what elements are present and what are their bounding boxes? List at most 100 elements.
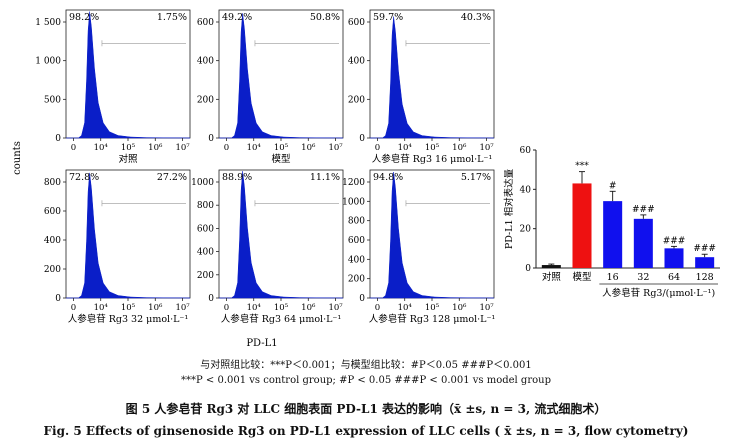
y-tick-label: 400 (348, 255, 365, 265)
y-tick-label: 0 (208, 134, 214, 144)
significance-mark-6: ### (693, 244, 716, 254)
right-gate-percent-2: 50.8% (310, 12, 340, 23)
x-tick-label: 10⁶ (301, 143, 316, 153)
x-tick-label: 10⁶ (148, 143, 163, 153)
x-tick-label: 10⁷ (328, 143, 343, 153)
x-tick-label: 10⁵ (425, 143, 440, 153)
x-tick-label: 10⁵ (274, 143, 289, 153)
histogram-curve-2 (219, 13, 343, 138)
sample-label-3: 人参皂苷 Rg3 16 μmol·L⁻¹ (372, 153, 493, 165)
y-tick-label: 400 (348, 57, 365, 67)
x-tick-label: 10⁴ (398, 143, 413, 153)
left-gate-percent-1: 98.2% (69, 12, 99, 23)
y-tick-label: 600 (348, 18, 365, 28)
bar-5 (664, 248, 683, 268)
figure-title-cn: 图 5 人参皂苷 Rg3 对 LLC 细胞表面 PD-L1 表达的影响（x̄ ±… (0, 400, 732, 417)
y-tick-label: 0 (208, 294, 214, 304)
x-tick-label: 10⁴ (94, 303, 109, 313)
right-gate-percent-4: 27.2% (157, 172, 187, 183)
histogram-curve-4 (66, 173, 190, 298)
bar-1 (542, 265, 561, 268)
significance-mark-5: ### (663, 236, 686, 246)
figure-title-en: Fig. 5 Effects of ginsenoside Rg3 on PD-… (0, 424, 732, 438)
x-tick-label: 0 (224, 303, 229, 313)
bar-y-tick-label: 60 (520, 146, 532, 156)
sample-label-2: 模型 (271, 153, 291, 165)
left-gate-percent-2: 49.2% (222, 12, 252, 23)
bar-y-tick-label: 0 (525, 264, 531, 274)
bar-y-axis-label: PD-L1 相对表达量 (503, 168, 515, 249)
x-tick-label: 10⁶ (452, 303, 467, 313)
y-tick-label: 200 (197, 271, 214, 281)
sample-label-4: 人参皂苷 Rg3 32 μmol·L⁻¹ (68, 313, 189, 325)
x-tick-label: 0 (71, 143, 76, 153)
bar-category-label: 32 (637, 272, 649, 283)
bar-3 (603, 201, 622, 268)
histogram-curve-3 (370, 17, 494, 138)
x-tick-label: 10⁵ (274, 303, 289, 313)
x-tick-label: 0 (375, 303, 380, 313)
x-tick-label: 10⁶ (452, 143, 467, 153)
sample-label-1: 对照 (118, 153, 138, 165)
y-tick-label: 400 (197, 248, 214, 258)
y-tick-label: 0 (359, 294, 365, 304)
y-tick-label: 600 (197, 18, 214, 28)
y-tick-label: 1200 (342, 178, 365, 188)
x-tick-label: 10⁶ (301, 303, 316, 313)
left-gate-percent-4: 72.8% (69, 172, 99, 183)
y-tick-label: 800 (348, 217, 365, 227)
x-tick-label: 10⁴ (94, 143, 109, 153)
caption-significance-note-en: ***P < 0.001 vs control group; #P < 0.05… (0, 375, 732, 386)
significance-mark-4: ### (632, 205, 655, 215)
bar-category-label: 128 (696, 272, 714, 283)
bar-6 (695, 257, 714, 268)
x-tick-label: 10⁷ (175, 303, 190, 313)
x-tick-label: 10⁶ (148, 303, 163, 313)
y-tick-label: 1 500 (35, 18, 61, 28)
significance-mark-3: # (609, 181, 617, 191)
left-gate-percent-6: 94.8% (373, 172, 403, 183)
bar-4 (634, 219, 653, 268)
y-tick-label: 200 (348, 95, 365, 105)
x-tick-label: 10⁴ (247, 303, 262, 313)
x-tick-label: 0 (71, 303, 76, 313)
y-tick-label: 400 (197, 57, 214, 67)
y-tick-label: 800 (197, 201, 214, 211)
bar-x-axis-label: 人参皂苷 Rg3/(μmol·L⁻¹) (602, 287, 715, 299)
y-tick-label: 0 (359, 134, 365, 144)
x-tick-label: 10⁴ (247, 143, 262, 153)
histogram-curve-6 (370, 172, 494, 298)
bar-2 (572, 183, 591, 268)
right-gate-percent-5: 11.1% (310, 172, 340, 183)
y-tick-label: 1000 (342, 197, 365, 207)
y-tick-label: 600 (348, 236, 365, 246)
bar-category-label: 对照 (542, 271, 562, 283)
bar-category-label: 模型 (572, 271, 592, 283)
histogram-curve-1 (66, 12, 190, 138)
x-tick-label: 0 (224, 143, 229, 153)
y-tick-label: 1000 (191, 178, 214, 188)
y-tick-label: 0 (55, 294, 61, 304)
left-gate-percent-3: 59.7% (373, 12, 403, 23)
sample-label-5: 人参皂苷 Rg3 64 μmol·L⁻¹ (221, 313, 342, 325)
bar-category-label: 64 (668, 272, 680, 283)
x-tick-label: 10⁷ (328, 303, 343, 313)
y-tick-label: 500 (44, 95, 61, 105)
bar-y-tick-label: 20 (520, 225, 532, 235)
y-tick-label: 200 (44, 265, 61, 275)
x-tick-label: 10⁵ (121, 143, 136, 153)
y-tick-label: 200 (197, 95, 214, 105)
x-tick-label: 10⁷ (479, 143, 494, 153)
right-gate-percent-1: 1.75% (157, 12, 187, 23)
x-tick-label: 10⁴ (398, 303, 413, 313)
y-axis-label: counts (12, 141, 23, 175)
y-tick-label: 0 (55, 134, 61, 144)
right-gate-percent-3: 40.3% (461, 12, 491, 23)
x-tick-label: 10⁵ (425, 303, 440, 313)
x-tick-label: 10⁷ (175, 143, 190, 153)
y-tick-label: 600 (197, 224, 214, 234)
x-tick-label: 10⁷ (479, 303, 494, 313)
x-tick-label: 0 (375, 143, 380, 153)
right-gate-percent-6: 5.17% (461, 172, 491, 183)
y-tick-label: 400 (44, 236, 61, 246)
